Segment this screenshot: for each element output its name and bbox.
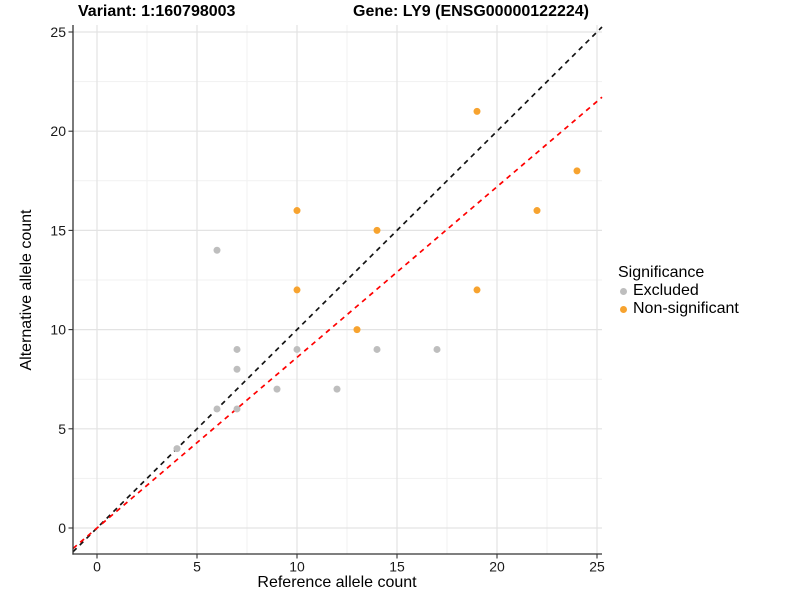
y-tick-label: 0: [58, 520, 66, 536]
legend-title: Significance: [618, 264, 705, 281]
y-tick-label: 25: [50, 24, 66, 40]
x-tick-label: 25: [589, 558, 605, 574]
scatter-point-excluded: [433, 345, 441, 353]
legend-key-dot: [620, 287, 627, 295]
fit-line: [72, 96, 603, 550]
scatter-point-non-significant: [353, 326, 361, 334]
scatter-point-non-significant: [373, 226, 381, 234]
scatter-point-non-significant: [473, 107, 481, 115]
variant-title: Variant: 1:160798003: [78, 3, 236, 20]
scatter-point-excluded: [293, 345, 301, 353]
scatter-point-excluded: [213, 246, 221, 254]
scatter-point-excluded: [233, 345, 241, 353]
scatter-point-non-significant: [293, 286, 301, 294]
x-tick-label: 0: [93, 558, 101, 574]
scatter-point-excluded: [233, 365, 241, 373]
y-tick-label: 10: [50, 322, 66, 338]
scatter-point-excluded: [173, 445, 181, 453]
legend-entry-label: Non-significant: [633, 300, 739, 317]
x-tick-label: 20: [489, 558, 505, 574]
legend-entry-excluded: Excluded: [615, 282, 739, 300]
scatter-point-excluded: [233, 405, 241, 413]
identity-line: [72, 26, 603, 553]
legend-key-dot: [620, 305, 627, 313]
gene-title: Gene: LY9 (ENSG00000122224): [353, 3, 589, 20]
x-tick-label: 15: [389, 558, 405, 574]
y-axis-title: Alternative allele count: [18, 209, 35, 371]
legend-entry-non-significant: Non-significant: [615, 300, 739, 318]
legend-entry-label: Excluded: [633, 282, 699, 299]
x-tick-label: 5: [193, 558, 201, 574]
scatter-point-non-significant: [573, 167, 581, 175]
scatter-point-non-significant: [293, 207, 301, 215]
x-axis-title: Reference allele count: [257, 574, 417, 591]
scatter-point-non-significant: [473, 286, 481, 294]
x-tick-label: 10: [289, 558, 305, 574]
scatter-point-excluded: [213, 405, 221, 413]
scatter-point-excluded: [333, 385, 341, 393]
scatter-point-non-significant: [533, 207, 541, 215]
y-tick-label: 20: [50, 123, 66, 139]
legend: Significance Excluded Non-significant: [615, 263, 739, 318]
scatter-point-excluded: [373, 345, 381, 353]
y-tick-label: 15: [50, 222, 66, 238]
scatter-point-excluded: [273, 385, 281, 393]
y-tick-label: 5: [58, 421, 66, 437]
